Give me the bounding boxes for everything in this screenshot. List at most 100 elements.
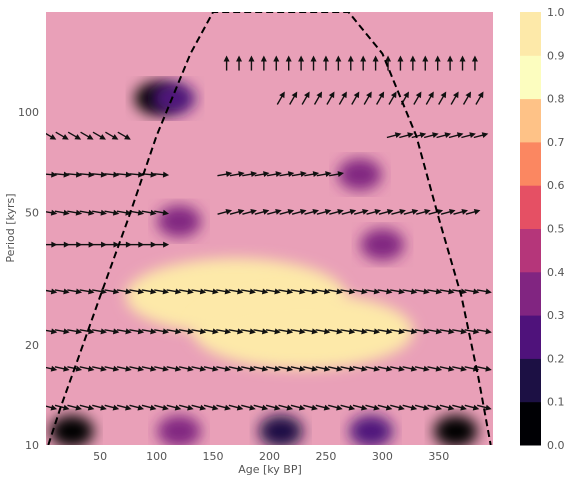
phase-arrow: [340, 288, 356, 295]
phase-arrow: [390, 288, 405, 295]
phase-arrow: [328, 404, 343, 411]
colorbar-segment: [520, 141, 541, 186]
phase-arrow: [229, 208, 245, 215]
x-tick-label: 300: [372, 450, 393, 463]
phase-arrow: [105, 131, 119, 140]
colorbar: 0.0 0.1 0.2 0.3 0.4 0.5 0.6 0.7 0.8 0.9 1.0: [520, 6, 565, 452]
phase-arrow: [476, 365, 492, 372]
phase-arrow: [402, 365, 418, 372]
phase-arrow: [448, 132, 464, 139]
phase-arrow: [46, 171, 58, 178]
phase-arrow: [248, 55, 255, 71]
phase-arrow: [141, 365, 157, 372]
phase-arrow: [436, 132, 452, 139]
phase-arrow: [129, 328, 145, 335]
phase-arrow: [104, 241, 120, 248]
phase-arrow: [315, 288, 331, 295]
phase-arrow: [278, 404, 294, 411]
colorbar-segment: [520, 271, 541, 316]
phase-arrow: [439, 365, 455, 372]
phase-arrow: [459, 55, 466, 71]
phase-arrow: [80, 131, 94, 140]
phase-arrow: [54, 288, 70, 295]
phase-arrow: [265, 288, 281, 295]
phase-arrow: [464, 404, 480, 411]
phase-arrow: [464, 288, 480, 295]
phase-arrow: [217, 208, 233, 215]
phase-arrow: [154, 288, 170, 295]
phase-arrow: [453, 208, 468, 215]
phase-arrow: [315, 328, 331, 335]
phase-arrow: [141, 288, 157, 295]
x-tick-label: 100: [146, 450, 167, 463]
phase-arrow: [329, 171, 344, 178]
y-tick-label: 10: [25, 439, 39, 452]
phase-arrow: [327, 288, 343, 295]
phase-arrow: [476, 328, 492, 335]
phase-arrow: [55, 131, 69, 140]
phase-arrow: [253, 328, 269, 335]
coherence-regions: [49, 82, 478, 445]
phase-arrow: [352, 328, 368, 335]
coherence-region: [49, 415, 94, 445]
phase-arrow: [399, 132, 414, 139]
coherence-region: [151, 82, 196, 115]
phase-arrow: [303, 404, 318, 411]
phase-arrow: [414, 288, 430, 295]
phase-arrow: [365, 328, 381, 335]
phase-arrow: [253, 365, 269, 372]
colorbar-tick-label: 0.0: [547, 439, 565, 452]
x-axis-label: Age [ky BP]: [238, 463, 302, 476]
phase-arrow: [439, 328, 455, 335]
phase-arrow: [365, 404, 380, 411]
colorbar-tick-label: 0.4: [547, 266, 565, 279]
y-axis-ticks: 10 20 50 100: [18, 106, 39, 452]
phase-arrow: [390, 365, 405, 372]
phase-arrow: [178, 328, 194, 335]
phase-arrow: [253, 288, 269, 295]
phase-arrow: [427, 288, 443, 295]
phase-arrow: [377, 404, 393, 411]
phase-arrow: [46, 288, 58, 295]
phase-arrow: [434, 55, 441, 71]
phase-arrow: [191, 404, 207, 411]
phase-arrow: [440, 208, 456, 215]
colorbar-tick-label: 0.9: [547, 49, 565, 62]
phase-arrow: [116, 171, 132, 178]
phase-arrow: [236, 55, 243, 71]
phase-arrow: [46, 328, 58, 335]
phase-arrow: [117, 131, 131, 140]
phase-arrow: [298, 55, 305, 71]
phase-arrow: [278, 328, 294, 335]
phase-arrow: [191, 328, 207, 335]
phase-arrow: [154, 404, 169, 411]
phase-arrow: [413, 91, 422, 105]
phase-arrow: [279, 171, 295, 178]
phase-arrow: [290, 404, 306, 411]
phase-arrow: [310, 55, 317, 71]
phase-arrow: [67, 131, 82, 140]
phase-arrow: [203, 365, 219, 372]
phase-arrow: [304, 171, 320, 178]
phase-arrow: [372, 55, 379, 71]
phase-arrow: [340, 365, 356, 372]
colorbar-segment: [520, 12, 541, 56]
phase-arrow: [476, 288, 492, 295]
phase-arrow: [427, 404, 443, 411]
coherence-region: [433, 415, 478, 445]
phase-arrow: [67, 171, 83, 178]
phase-arrow: [276, 91, 285, 105]
cone-of-influence: [47, 12, 492, 445]
phase-arrow: [363, 91, 372, 105]
phase-arrow: [360, 55, 367, 71]
phase-arrow: [390, 328, 405, 335]
phase-arrow: [414, 365, 430, 372]
phase-arrow: [178, 365, 194, 372]
phase-arrow: [79, 365, 95, 372]
phase-arrow: [452, 365, 467, 372]
phase-arrow: [67, 328, 83, 335]
phase-arrow: [242, 171, 258, 178]
phase-arrow: [327, 328, 343, 335]
phase-arrow: [241, 365, 256, 372]
phase-arrow: [154, 241, 170, 248]
